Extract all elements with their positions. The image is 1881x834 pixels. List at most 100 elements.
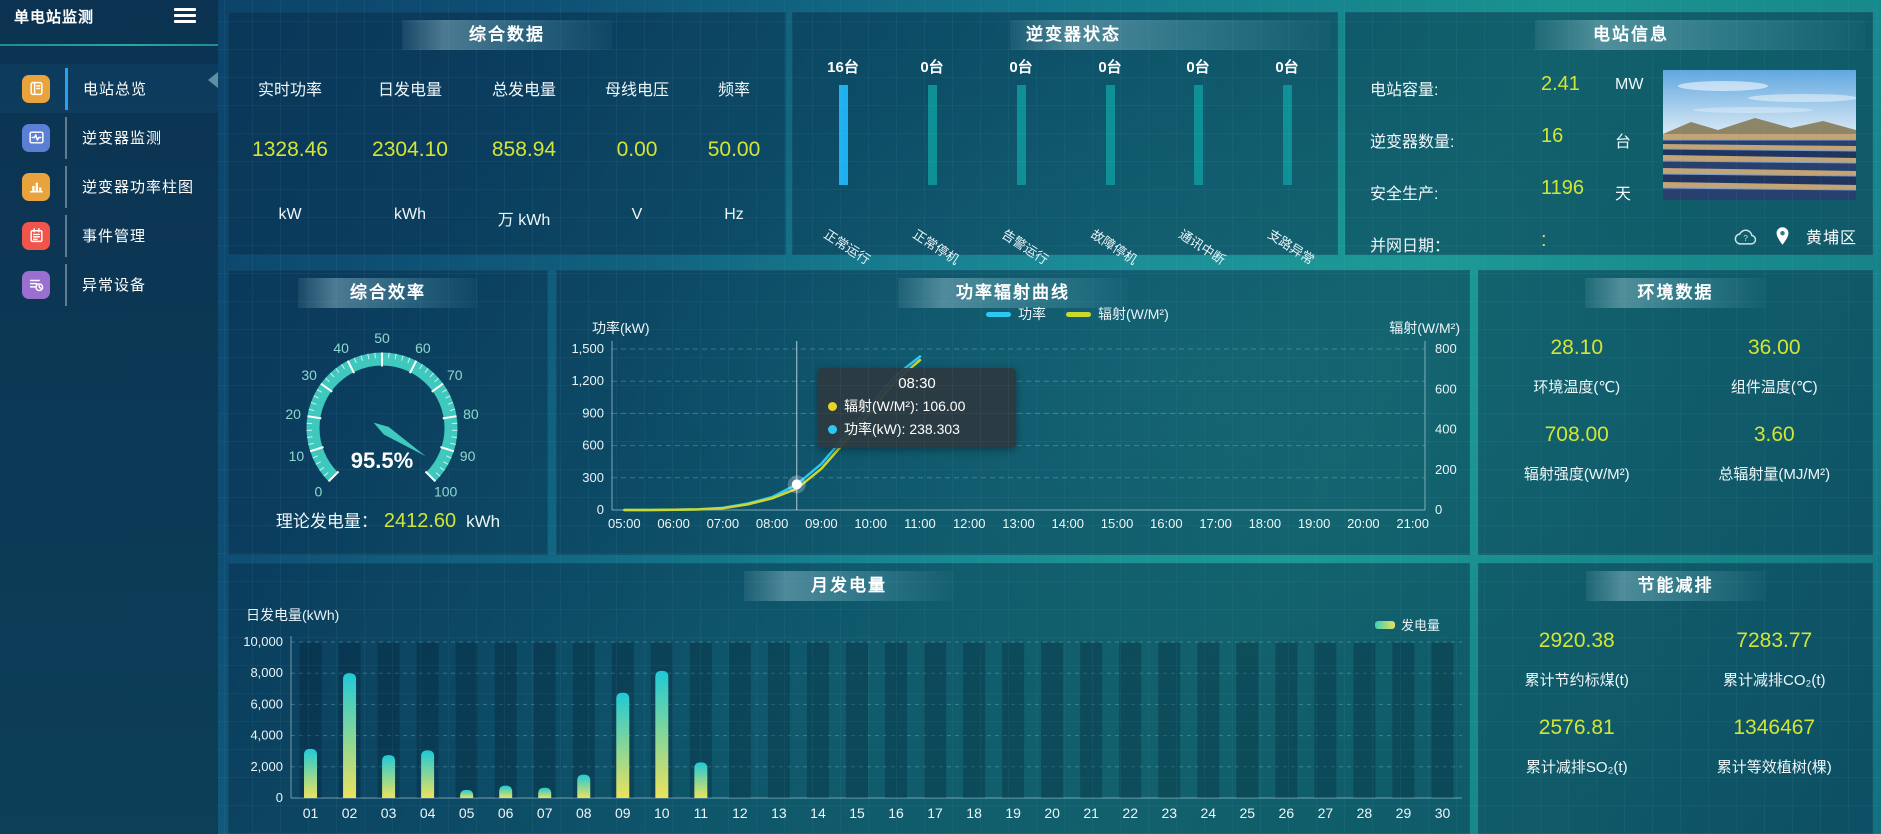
svg-text:300: 300 <box>582 470 604 485</box>
svg-text:17:00: 17:00 <box>1199 516 1232 531</box>
sidebar-item-station-overview[interactable]: 电站总览 <box>0 64 218 113</box>
stat-unit: kW <box>278 206 302 223</box>
svg-text:70: 70 <box>447 367 463 383</box>
inverter-bar <box>838 85 848 185</box>
svg-text:10: 10 <box>289 448 305 464</box>
svg-text:18: 18 <box>966 805 982 821</box>
inverter-bar <box>1105 85 1115 185</box>
metric-label: 组件温度(℃) <box>1730 379 1818 396</box>
svg-text:25: 25 <box>1240 805 1256 821</box>
svg-text:1,200: 1,200 <box>571 373 604 388</box>
inverter-status-col: 0台 支路异常 <box>1242 56 1332 267</box>
metric-label: 辐射强度(W/M²) <box>1523 466 1630 483</box>
svg-text:05:00: 05:00 <box>608 516 641 531</box>
svg-text:900: 900 <box>582 405 604 420</box>
panel-saving-title: 节能减排 <box>1585 571 1766 601</box>
metric-label: 环境温度(℃) <box>1533 379 1621 396</box>
main-content: 综合数据 实时功率 1328.46 kW 日发电量 2304.10 kWh 总发电量 858.… <box>218 0 1881 834</box>
inverter-status-col: 0台 通讯中断 <box>1153 56 1243 267</box>
svg-text:19: 19 <box>1005 805 1021 821</box>
svg-text:17: 17 <box>927 805 943 821</box>
svg-text:09:00: 09:00 <box>805 516 838 531</box>
legend-swatch <box>986 311 1011 317</box>
metric-value: 36.00 <box>1747 336 1801 359</box>
legend-item[interactable]: 辐射(W/M²) <box>1066 304 1169 324</box>
sidebar-item-inverter-monitor[interactable]: 逆变器监测 <box>0 113 218 162</box>
metric-value: 708.00 <box>1544 423 1609 446</box>
svg-text:22: 22 <box>1122 805 1138 821</box>
metric-item: 3.60 总辐射量(MJ/M²) <box>1676 423 1874 484</box>
sidebar-item-abnormal-devices[interactable]: 异常设备 <box>0 260 218 309</box>
svg-text:20: 20 <box>1044 805 1060 821</box>
efficiency-gauge-chart[interactable]: 0 10 20 30 40 50 60 70 80 90 100 95.5% <box>228 308 548 513</box>
metric-item: 36.00 组件温度(℃) <box>1676 336 1874 397</box>
inverter-bar <box>1282 85 1292 185</box>
abnormal-devices-icon <box>22 270 50 299</box>
stat-value: 0.00 <box>616 138 658 161</box>
inverter-status-label: 正常运行 <box>821 226 873 268</box>
svg-text:11: 11 <box>694 805 709 821</box>
svg-text:0: 0 <box>314 484 322 500</box>
svg-text:20: 20 <box>285 406 301 422</box>
sidebar-item-event-management[interactable]: 事件管理 <box>0 211 218 260</box>
svg-text:15: 15 <box>849 805 865 821</box>
sidebar-item-label: 电站总览 <box>83 81 148 98</box>
tooltip-time: 08:30 <box>898 375 936 392</box>
svg-text:20:00: 20:00 <box>1347 516 1380 531</box>
monthly-legend-label: 发电量 <box>1400 618 1440 633</box>
event-management-icon <box>22 221 50 250</box>
inverter-status-label: 告警运行 <box>999 226 1051 268</box>
station-photo <box>1663 70 1856 200</box>
monthly-generation-bar-chart[interactable]: 0 2,000 4,000 6,000 8,000 10,000 01 02 03 04 05 06 0… <box>228 563 1470 834</box>
svg-text:100: 100 <box>434 484 458 500</box>
sidebar-collapse-arrow[interactable] <box>208 72 218 88</box>
sidebar-divider <box>0 44 218 46</box>
inverter-bar <box>1016 85 1026 185</box>
stat-value: 2304.10 <box>372 138 448 161</box>
tooltip-series-dot <box>828 401 837 411</box>
station-info-unit: 台 <box>1615 134 1632 151</box>
location-pin-icon <box>1776 227 1789 245</box>
metric-value: 7283.77 <box>1736 629 1813 652</box>
station-info-value: 2.41 <box>1541 73 1580 95</box>
inverter-count: 0台 <box>1186 59 1210 76</box>
station-info-value: : <box>1541 229 1547 251</box>
panel-inverter-status-title: 逆变器状态 <box>1010 20 1330 50</box>
svg-text:02: 02 <box>342 805 358 821</box>
svg-text:30: 30 <box>301 367 317 383</box>
metric-label: 累计等效植树(棵) <box>1716 759 1832 776</box>
panel-station-info-title: 电站信息 <box>1535 20 1865 50</box>
svg-text:05: 05 <box>459 805 475 821</box>
metric-value: 2920.38 <box>1538 629 1615 652</box>
weather-location-row: ? 黄埔区 <box>1733 224 1857 248</box>
stat-unit: V <box>631 206 643 223</box>
inverter-count: 0台 <box>1275 59 1299 76</box>
svg-text:16:00: 16:00 <box>1150 516 1183 531</box>
stat-value: 50.00 <box>707 138 761 161</box>
metric-value: 1346467 <box>1733 716 1816 739</box>
stat-label: 母线电压 <box>604 82 669 99</box>
menu-item-indicator <box>65 263 67 306</box>
stat-unit: Hz <box>724 206 744 223</box>
svg-text:13:00: 13:00 <box>1002 516 1035 531</box>
svg-text:600: 600 <box>582 438 604 453</box>
sidebar-item-inverter-power-chart[interactable]: 逆变器功率柱图 <box>0 162 218 211</box>
legend-item[interactable]: 功率 <box>986 304 1046 324</box>
station-info-label: 电站容量: <box>1370 82 1439 99</box>
sidebar-item-label: 逆变器功率柱图 <box>82 179 195 196</box>
panel-inverter-status: 逆变器状态 16台 正常运行 0台 正常停机 0台 告警运行 0台 故障停机 0台 通讯中断 0台支… <box>792 12 1338 267</box>
svg-text:10,000: 10,000 <box>243 634 283 649</box>
tooltip-rows: 辐射(W/M²): 106.00 功率(kW): 238.303 <box>828 396 1006 439</box>
svg-text:19:00: 19:00 <box>1298 516 1331 531</box>
inverter-status-col: 0台 正常停机 <box>887 56 977 267</box>
hamburger-menu-icon[interactable] <box>174 8 196 24</box>
panel-power-radiation-curve: 功率辐射曲线 功率(kW) 辐射(W/M²) 功率 辐射(W/M²) 0 300 60… <box>556 270 1470 555</box>
menu-item-indicator <box>65 165 67 208</box>
station-info-label: 逆变器数量: <box>1370 134 1455 151</box>
station-info-label: 并网日期： <box>1370 238 1451 255</box>
power-radiation-line-chart[interactable]: 0 300 600 900 1,200 1,500 0 200 400 600 800 05:00 06… <box>556 270 1470 555</box>
svg-text:6,000: 6,000 <box>250 696 283 711</box>
svg-text:03: 03 <box>381 805 397 821</box>
legend-label: 辐射(W/M²) <box>1098 306 1169 322</box>
monthly-legend[interactable]: 发电量 <box>1374 615 1440 634</box>
